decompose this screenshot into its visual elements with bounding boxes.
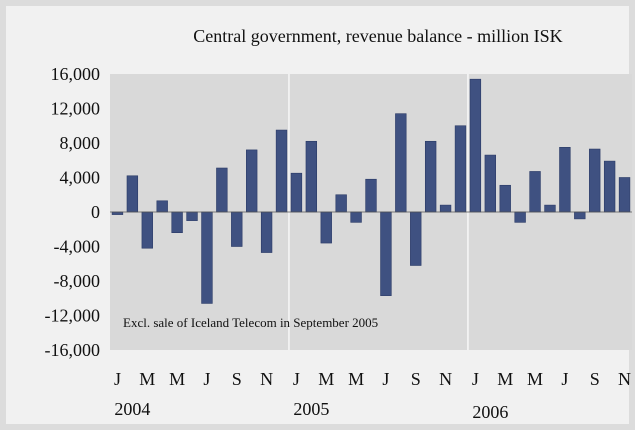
y-tick-label: -16,000 xyxy=(45,340,101,360)
y-axis-tick-labels: 16,000 12,000 8,000 4,000 0 -4,000 -8,000 -12,0… xyxy=(45,64,101,360)
x-tick-label: J xyxy=(203,369,210,389)
x-tick-label: M xyxy=(348,369,364,389)
bar-2005-12 xyxy=(454,125,467,213)
bar-2005-09 xyxy=(410,211,422,266)
bar-2006-06 xyxy=(544,204,556,213)
bar-2005-02 xyxy=(305,140,318,213)
y-tick-label: -8,000 xyxy=(54,271,101,291)
bar-2004-07 xyxy=(201,211,213,304)
x-tick-label: J xyxy=(293,369,300,389)
x-tick-label: M xyxy=(497,369,513,389)
bar-2004-09 xyxy=(231,211,243,247)
bar-2005-04 xyxy=(335,194,347,213)
x-tick-label: N xyxy=(260,369,273,389)
x-tick-label: M xyxy=(139,369,155,389)
x-tick-label: M xyxy=(318,369,334,389)
bar-2006-05 xyxy=(529,171,541,213)
bar-2006-01 xyxy=(469,78,482,213)
bar-2006-08 xyxy=(574,211,586,220)
y-tick-label: -12,000 xyxy=(45,306,101,326)
bar-2006-07 xyxy=(559,147,571,213)
bar-2005-06 xyxy=(365,178,377,213)
x-tick-label: M xyxy=(169,369,185,389)
bar-2005-10 xyxy=(424,140,437,213)
x-tick-label: J xyxy=(114,369,121,389)
bar-2004-08 xyxy=(216,167,228,213)
year-label: 2004 xyxy=(114,399,150,419)
x-tick-label: J xyxy=(561,369,568,389)
bar-2006-10 xyxy=(603,160,616,213)
bar-2005-03 xyxy=(320,211,332,244)
bar-2006-02 xyxy=(484,154,496,213)
bar-2004-11 xyxy=(260,211,273,253)
bar-2004-05 xyxy=(171,211,183,234)
x-tick-label: M xyxy=(527,369,543,389)
x-tick-label: S xyxy=(411,369,421,389)
bar-2005-11 xyxy=(439,204,452,213)
bar-2005-05 xyxy=(350,211,362,223)
y-tick-label: 4,000 xyxy=(60,168,101,188)
bar-2004-02 xyxy=(126,175,139,213)
bars xyxy=(111,78,631,304)
bar-2004-12 xyxy=(275,129,288,213)
chart-title: Central government, revenue balance - mi… xyxy=(193,26,562,46)
bar-2006-03 xyxy=(499,184,511,213)
year-label: 2006 xyxy=(472,402,508,422)
x-tick-label: N xyxy=(618,369,631,389)
y-tick-label: -4,000 xyxy=(54,237,101,257)
bar-2006-09 xyxy=(589,148,601,213)
bar-2004-06 xyxy=(186,211,198,221)
chart-annotation: Excl. sale of Iceland Telecom in Septemb… xyxy=(123,315,378,330)
x-axis-year-labels: 2004 2005 2006 xyxy=(114,399,508,422)
y-tick-label: 12,000 xyxy=(51,99,101,119)
x-tick-label: N xyxy=(439,369,452,389)
bar-2006-04 xyxy=(514,211,526,223)
x-tick-label: J xyxy=(472,369,479,389)
x-tick-label: S xyxy=(590,369,600,389)
y-tick-label: 8,000 xyxy=(60,133,101,153)
bar-2005-08 xyxy=(395,113,407,213)
year-label: 2005 xyxy=(293,399,329,419)
bar-2006-11 xyxy=(618,177,631,213)
y-tick-label: 0 xyxy=(91,202,100,222)
bar-2004-10 xyxy=(246,149,258,213)
bar-2004-03 xyxy=(141,211,153,249)
x-tick-label: S xyxy=(232,369,242,389)
bar-2004-04 xyxy=(156,200,168,213)
x-tick-label: J xyxy=(382,369,389,389)
bar-2005-01 xyxy=(290,172,303,213)
bar-2005-07 xyxy=(380,211,392,296)
y-tick-label: 16,000 xyxy=(51,64,101,84)
